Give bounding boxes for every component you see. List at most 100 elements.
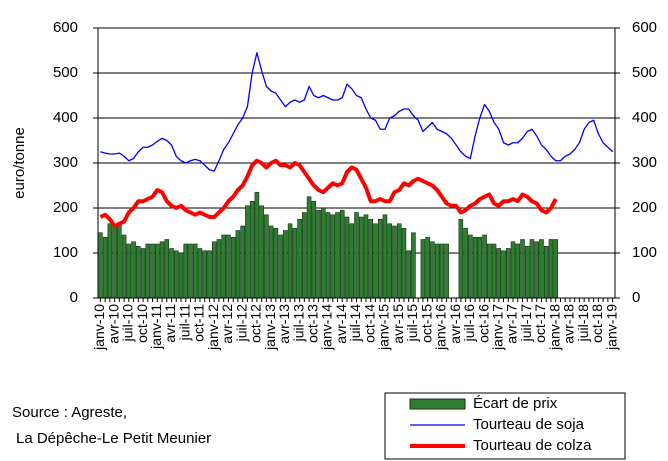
bar (487, 243, 492, 299)
bar (482, 234, 487, 299)
x-tick-label: janv-17 (489, 304, 505, 351)
bar (306, 196, 312, 299)
bar (297, 218, 302, 299)
bar (505, 248, 511, 299)
x-tick-label: janv-16 (433, 304, 449, 351)
bar (382, 214, 388, 299)
bar (145, 243, 151, 299)
bar (491, 243, 497, 299)
bar (178, 252, 184, 299)
y-axis-label: euro/tonne (11, 127, 28, 199)
bar (154, 243, 160, 299)
x-tick-label: avr-14 (333, 304, 349, 344)
y-tick-label: 500 (53, 64, 78, 81)
bar (121, 234, 127, 299)
x-tick-label: juil-15 (404, 304, 420, 343)
bar (192, 243, 198, 299)
bar (335, 212, 340, 299)
bar (477, 236, 483, 299)
y-tick-label: 200 (53, 199, 78, 216)
x-tick-label: oct-18 (589, 304, 605, 343)
bar (406, 250, 411, 299)
x-tick-label: oct-14 (361, 304, 377, 343)
bar (273, 227, 279, 299)
bar (136, 245, 141, 299)
bar (278, 234, 283, 299)
x-tick-label: avr-15 (390, 304, 406, 344)
y2-tick-label: 500 (632, 64, 657, 81)
bar (240, 225, 245, 299)
bar (283, 230, 288, 299)
x-tick-label: janv-11 (148, 304, 164, 350)
bar (363, 214, 369, 299)
bar (458, 218, 464, 299)
x-tick-label: avr-10 (105, 304, 121, 344)
x-tick-label: juil-12 (233, 304, 249, 343)
x-tick-label: avr-13 (276, 304, 292, 344)
bar (529, 239, 535, 299)
legend-label: Tourteau de soja (473, 416, 585, 433)
bar (249, 200, 255, 299)
y2-tick-label: 100 (632, 244, 657, 261)
bar (226, 234, 231, 299)
bar (287, 223, 293, 299)
bar (358, 216, 364, 299)
bar (510, 241, 516, 299)
x-tick-label: avr-18 (561, 304, 577, 344)
bar (292, 227, 298, 299)
line (100, 52, 614, 172)
x-tick-label: avr-17 (504, 304, 520, 344)
bar (102, 236, 108, 299)
y2-tick-label: 200 (632, 199, 657, 216)
bar (268, 225, 274, 299)
y2-tick-label: 0 (632, 289, 640, 306)
bar (254, 191, 260, 299)
x-tick-label: janv-13 (262, 304, 278, 351)
bar (188, 243, 193, 299)
bar (259, 205, 264, 299)
bar (472, 236, 478, 299)
bar (221, 234, 226, 299)
bar (117, 223, 122, 299)
bar (354, 212, 359, 299)
bar (534, 241, 540, 299)
x-tick-label: juil-10 (120, 304, 136, 343)
x-tick-label: oct-11 (191, 304, 207, 342)
y-tick-label: 600 (53, 19, 78, 36)
bar (311, 200, 317, 299)
bar (553, 239, 559, 299)
bar (197, 248, 203, 299)
source-line: Source : Agreste, (12, 404, 127, 421)
bar (401, 227, 407, 299)
bar (387, 223, 392, 299)
bar (330, 214, 336, 299)
bar (368, 218, 374, 299)
x-tick-label: juil-14 (347, 304, 363, 343)
x-tick-label: oct-16 (475, 304, 491, 343)
bar (107, 223, 113, 299)
bar (140, 248, 146, 299)
bar (211, 241, 217, 299)
bar (339, 209, 345, 299)
bar (131, 241, 136, 299)
bar (126, 243, 132, 299)
x-tick-label: juil-18 (575, 304, 591, 343)
bar (548, 239, 554, 299)
bar (264, 214, 269, 299)
bar (302, 212, 307, 299)
bar (235, 230, 241, 299)
bar (349, 223, 355, 299)
x-tick-label: janv-15 (376, 304, 392, 351)
bar (169, 248, 174, 299)
bar (543, 245, 549, 299)
bar (468, 234, 473, 299)
bar (159, 241, 165, 299)
bar (373, 223, 378, 299)
x-tick-label: janv-12 (205, 304, 221, 351)
bar (539, 239, 544, 299)
bar (377, 218, 383, 299)
x-tick-label: juil-17 (518, 304, 534, 343)
y2-tick-label: 300 (632, 154, 657, 171)
bar (439, 243, 445, 299)
